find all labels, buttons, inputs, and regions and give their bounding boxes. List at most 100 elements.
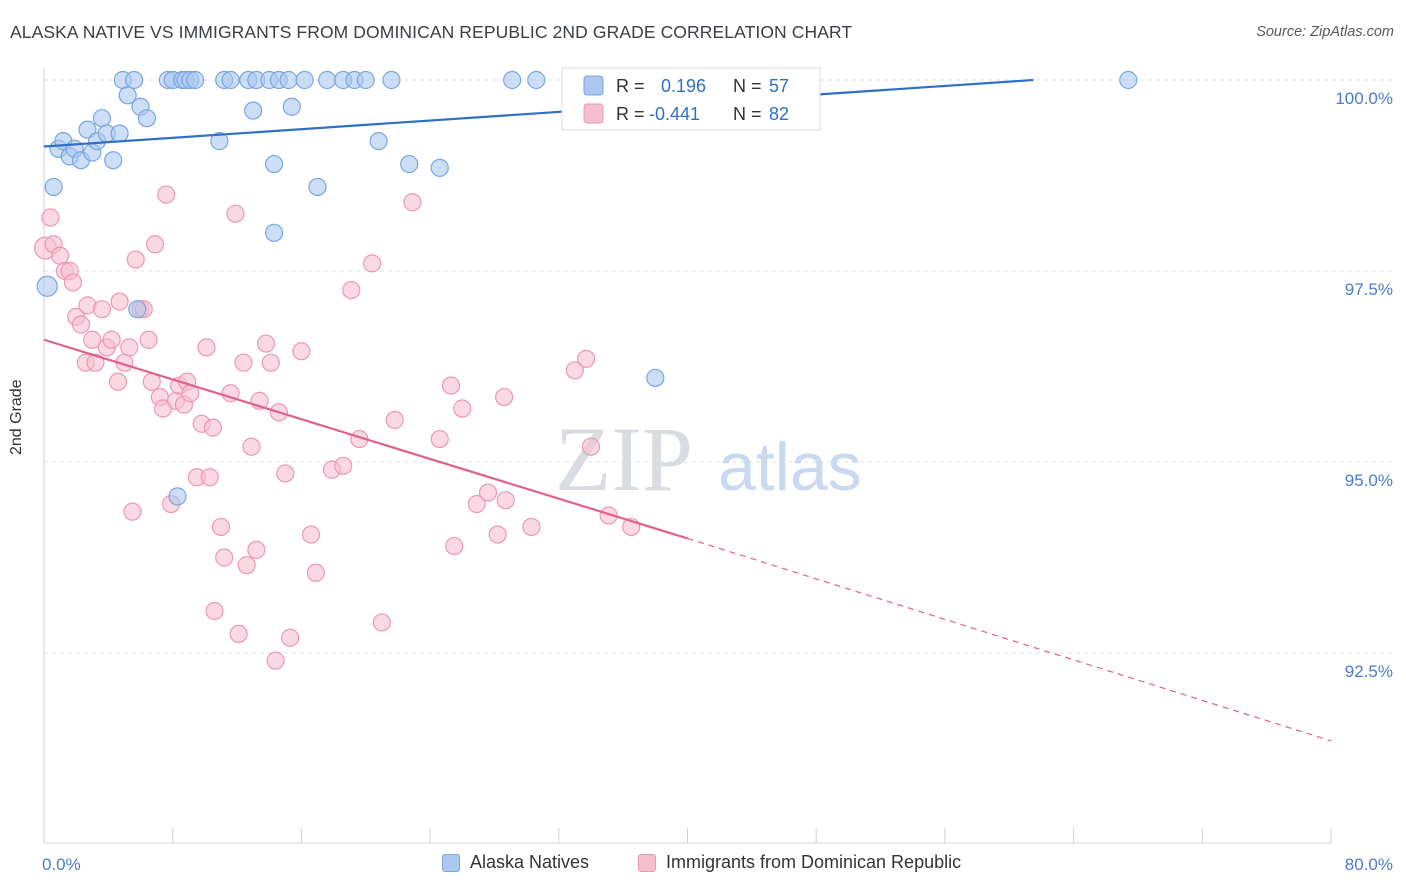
dominican-republic-point <box>200 468 219 487</box>
alaska-native-point <box>44 177 63 197</box>
alaska-native-point <box>124 70 144 90</box>
dominican-republic-point <box>577 349 596 368</box>
dominican-republic-point <box>342 281 361 300</box>
stats-n-label-blue: N = <box>733 76 762 96</box>
dominican-republic-point <box>430 429 449 449</box>
dominican-republic-point <box>281 628 300 647</box>
dominican-republic-point <box>157 185 176 204</box>
alaska-native-point <box>92 109 112 128</box>
dominican-republic-point <box>120 338 139 357</box>
dominican-republic-point <box>63 273 83 292</box>
series-dominican-republic <box>34 185 641 670</box>
dominican-republic-point <box>234 353 253 372</box>
dominican-republic-point <box>247 540 266 559</box>
dominican-republic-point <box>123 502 142 521</box>
dominican-republic-point <box>292 342 311 361</box>
dominican-republic-point <box>496 491 515 510</box>
dominican-republic-point <box>276 464 295 483</box>
legend-label-alaska-natives: Alaska Natives <box>470 852 590 872</box>
dominican-republic-point <box>203 418 223 437</box>
alaska-native-point <box>279 70 298 90</box>
watermark: ZIP atlas <box>555 408 862 510</box>
alaska-native-point <box>137 109 157 128</box>
y-axis-label: 2nd Grade <box>8 379 25 455</box>
series-alaska-natives <box>36 70 1138 506</box>
dominican-republic-point <box>403 193 422 212</box>
dominican-republic-point <box>86 353 105 372</box>
dominican-republic-point <box>261 353 280 372</box>
trend-line-dominican-republic <box>43 338 688 540</box>
dominican-republic-point <box>83 330 102 349</box>
dominican-republic-point <box>599 506 618 525</box>
dominican-republic-point <box>108 372 128 391</box>
legend-label-dominican-republic: Immigrants from Dominican Republic <box>666 852 962 872</box>
stats-legend: R = 0.196 N = 57 R = -0.441 N = 82 <box>561 67 821 131</box>
dominican-republic-point <box>372 613 391 632</box>
dominican-republic-point <box>41 208 60 227</box>
stats-swatch-pink <box>583 103 604 124</box>
dominican-republic-point <box>226 204 245 223</box>
alaska-native-point <box>369 132 388 151</box>
alaska-native-point <box>318 70 337 90</box>
x-tick-label-min: 0.0% <box>42 855 81 874</box>
dominican-republic-point <box>50 246 70 265</box>
alaska-native-point <box>282 97 301 116</box>
y-tick-label: 92.5% <box>1345 662 1393 681</box>
legend-item-dominican-republic[interactable]: Immigrants from Dominican Republic <box>638 852 961 873</box>
dominican-republic-point <box>522 517 541 537</box>
dominican-republic-point <box>306 563 325 582</box>
dominican-republic-point <box>197 338 216 357</box>
dominican-republic-point <box>229 624 248 644</box>
trend-line-alaska-natives <box>43 78 1034 148</box>
tick-labels: 100.0% 97.5% 95.0% 92.5% 0.0% 80.0% <box>42 89 1393 874</box>
dominican-republic-point <box>92 300 112 319</box>
dominican-republic-point <box>445 536 464 556</box>
alaska-native-point <box>264 223 284 242</box>
dominican-republic-point <box>145 235 165 254</box>
dominican-republic-point <box>495 387 514 407</box>
axes <box>43 68 1332 844</box>
dominican-republic-point <box>301 525 321 544</box>
legend-swatch-blue <box>442 853 460 872</box>
stats-r-label-blue: R = <box>616 76 645 96</box>
dominican-republic-point <box>441 376 461 395</box>
dominican-republic-point <box>334 456 353 475</box>
legend-swatch-pink <box>638 853 656 872</box>
y-tick-label: 97.5% <box>1345 280 1393 299</box>
source-label: Source: ZipAtlas.com <box>1256 24 1394 40</box>
bottom-legend: Alaska Natives Immigrants from Dominican… <box>0 852 1406 878</box>
alaska-native-point <box>430 158 449 177</box>
dominican-republic-point <box>139 330 158 349</box>
stats-r-value-pink: -0.441 <box>649 104 700 124</box>
alaska-native-point <box>244 101 263 120</box>
trend-lines <box>43 78 1332 742</box>
stats-legend-box <box>561 67 821 131</box>
dominican-republic-point <box>581 437 601 456</box>
alaska-native-point <box>646 368 665 388</box>
dominican-republic-point <box>221 384 240 403</box>
trend-line-dominican-republic-extension <box>687 537 1332 742</box>
stats-swatch-blue <box>583 75 604 96</box>
alaska-native-point <box>356 70 375 90</box>
dominican-republic-point <box>385 410 404 430</box>
alaska-native-point <box>308 177 327 197</box>
dominican-republic-point <box>478 483 498 502</box>
alaska-native-point <box>382 70 401 90</box>
stats-n-label-pink: N = <box>733 104 762 124</box>
alaska-native-point <box>503 70 522 90</box>
alaska-native-point <box>400 154 419 174</box>
legend-item-alaska-natives[interactable]: Alaska Natives <box>442 852 589 873</box>
alaska-native-point <box>128 300 147 319</box>
alaska-native-point <box>110 124 129 143</box>
dominican-republic-point <box>237 556 256 575</box>
alaska-native-point <box>264 154 284 174</box>
dominican-republic-point <box>215 548 234 567</box>
dominican-republic-point <box>110 292 129 311</box>
alaska-native-point <box>186 70 205 90</box>
alaska-native-point <box>168 487 187 506</box>
stats-r-value-blue: 0.196 <box>661 76 706 96</box>
alaska-native-point <box>210 132 229 151</box>
watermark-atlas: atlas <box>718 429 862 505</box>
dominican-republic-point <box>565 361 584 380</box>
